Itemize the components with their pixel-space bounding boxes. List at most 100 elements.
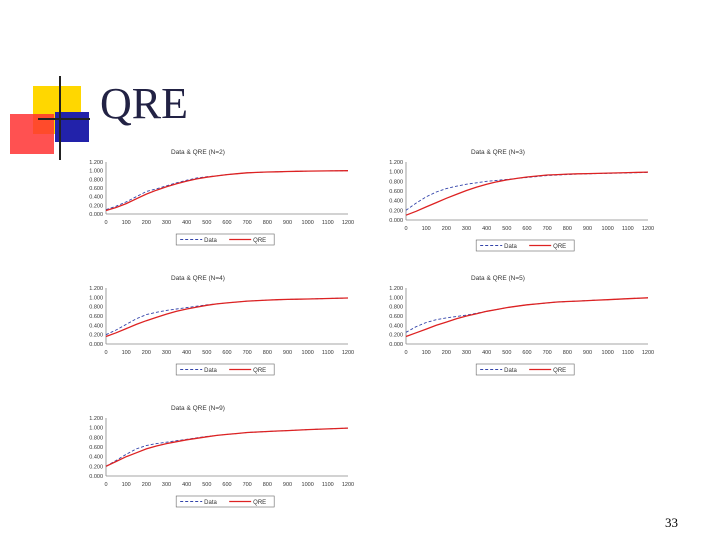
- y-tick-label: 0.600: [389, 189, 403, 195]
- legend-label-data: Data: [204, 500, 217, 506]
- x-tick-label: 800: [563, 226, 572, 232]
- y-tick-label: 0.400: [389, 199, 403, 205]
- x-tick-label: 600: [222, 482, 231, 488]
- x-tick-label: 800: [263, 482, 272, 488]
- y-tick-label: 1.000: [89, 295, 103, 301]
- y-tick-label: 1.000: [89, 169, 103, 175]
- x-tick-label: 700: [243, 220, 252, 226]
- x-tick-label: 200: [442, 350, 451, 356]
- chart-title: Data & QRE (N=5): [471, 275, 525, 282]
- y-tick-label: 0.600: [89, 445, 103, 451]
- x-tick-label: 300: [162, 482, 171, 488]
- y-tick-label: 0.600: [89, 314, 103, 320]
- legend-label-qre: QRE: [253, 368, 266, 374]
- y-tick-label: 0.000: [89, 474, 103, 480]
- chart-title: Data & QRE (N=4): [171, 275, 225, 282]
- x-tick-label: 500: [502, 226, 511, 232]
- x-tick-label: 400: [482, 226, 491, 232]
- chart-n5: Data & QRE (N=5) 0.000 0.200 0.400 0.600 0.80…: [368, 270, 658, 394]
- y-tick-label: 1.200: [389, 160, 403, 166]
- chart-svg: Data & QRE (N=2) 0.000 0.200 0.400 0.600 0.80…: [89, 149, 354, 246]
- x-tick-label: 500: [502, 350, 511, 356]
- chart-title: Data & QRE (N=3): [471, 149, 525, 156]
- x-tick-label: 900: [283, 220, 292, 226]
- chart-n4: Data & QRE (N=4) 0.000 0.200 0.400 0.600 0.80…: [68, 270, 358, 394]
- legend-label-qre: QRE: [253, 500, 266, 506]
- x-tick-label: 1000: [602, 350, 614, 356]
- legend-label-data: Data: [204, 238, 217, 244]
- x-tick-label: 1000: [302, 350, 314, 356]
- y-tick-label: 0.000: [389, 218, 403, 224]
- x-tick-label: 1000: [302, 482, 314, 488]
- chart-svg: Data & QRE (N=9) 0.000 0.200 0.400 0.600 0.80…: [89, 405, 354, 508]
- x-tick-label: 700: [243, 350, 252, 356]
- x-tick-label: 1100: [622, 350, 634, 356]
- x-tick-label: 500: [202, 482, 211, 488]
- legend-label-data: Data: [504, 368, 517, 374]
- x-tick-label: 400: [182, 482, 191, 488]
- x-tick-label: 0: [404, 350, 407, 356]
- x-tick-label: 600: [222, 220, 231, 226]
- legend-box: [175, 363, 275, 376]
- y-tick-label: 1.000: [89, 426, 103, 432]
- chart-svg: Data & QRE (N=5) 0.000 0.200 0.400 0.600 0.80…: [389, 275, 654, 376]
- y-tick-label: 0.400: [89, 195, 103, 201]
- x-tick-label: 600: [522, 226, 531, 232]
- y-tick-label: 0.000: [389, 342, 403, 348]
- x-tick-label: 300: [462, 350, 471, 356]
- x-tick-label: 100: [122, 220, 131, 226]
- x-tick-label: 600: [222, 350, 231, 356]
- x-tick-label: 1200: [342, 220, 354, 226]
- y-tick-label: 0.800: [89, 177, 103, 183]
- deco-red-square: [10, 114, 54, 154]
- x-tick-label: 400: [182, 220, 191, 226]
- y-tick-label: 0.200: [89, 203, 103, 209]
- x-tick-label: 900: [283, 350, 292, 356]
- x-tick-label: 0: [404, 226, 407, 232]
- y-tick-label: 0.800: [389, 305, 403, 311]
- x-tick-label: 0: [104, 220, 107, 226]
- y-tick-label: 1.200: [89, 160, 103, 166]
- x-tick-label: 300: [162, 220, 171, 226]
- x-tick-label: 200: [142, 482, 151, 488]
- chart-title: Data & QRE (N=2): [171, 149, 225, 156]
- x-tick-label: 100: [122, 350, 131, 356]
- slide-title: QRE: [100, 79, 188, 128]
- x-tick-label: 900: [283, 482, 292, 488]
- x-tick-label: 300: [462, 226, 471, 232]
- x-tick-label: 1100: [322, 220, 334, 226]
- legend-label-data: Data: [504, 244, 517, 250]
- legend-label-qre: QRE: [253, 238, 266, 244]
- x-tick-label: 1100: [322, 482, 334, 488]
- x-tick-label: 1200: [342, 482, 354, 488]
- y-tick-label: 0.200: [389, 208, 403, 214]
- chart-n9: Data & QRE (N=9) 0.000 0.200 0.400 0.600 0.80…: [68, 400, 358, 526]
- x-tick-label: 1000: [302, 220, 314, 226]
- x-tick-label: 200: [142, 350, 151, 356]
- series-line-data: [405, 171, 649, 211]
- x-tick-label: 900: [583, 350, 592, 356]
- x-tick-label: 1200: [342, 350, 354, 356]
- legend-label-qre: QRE: [553, 244, 566, 250]
- series-line-qre: [405, 171, 649, 216]
- x-tick-label: 200: [142, 220, 151, 226]
- x-tick-label: 800: [263, 220, 272, 226]
- legend-box: [175, 495, 275, 508]
- x-tick-label: 500: [202, 220, 211, 226]
- y-tick-label: 0.200: [89, 464, 103, 470]
- series-line-qre: [105, 170, 349, 212]
- y-tick-label: 0.200: [89, 333, 103, 339]
- y-tick-label: 0.600: [89, 186, 103, 192]
- y-tick-label: 1.000: [389, 295, 403, 301]
- chart-title: Data & QRE (N=9): [171, 405, 225, 412]
- series-line-qre: [105, 427, 349, 467]
- y-tick-label: 1.200: [89, 286, 103, 292]
- x-tick-label: 0: [104, 350, 107, 356]
- x-tick-label: 100: [122, 482, 131, 488]
- legend-box: [175, 233, 275, 246]
- page-number: 33: [665, 515, 678, 530]
- x-tick-label: 400: [482, 350, 491, 356]
- y-tick-label: 1.000: [389, 170, 403, 176]
- series-line-data: [105, 170, 349, 211]
